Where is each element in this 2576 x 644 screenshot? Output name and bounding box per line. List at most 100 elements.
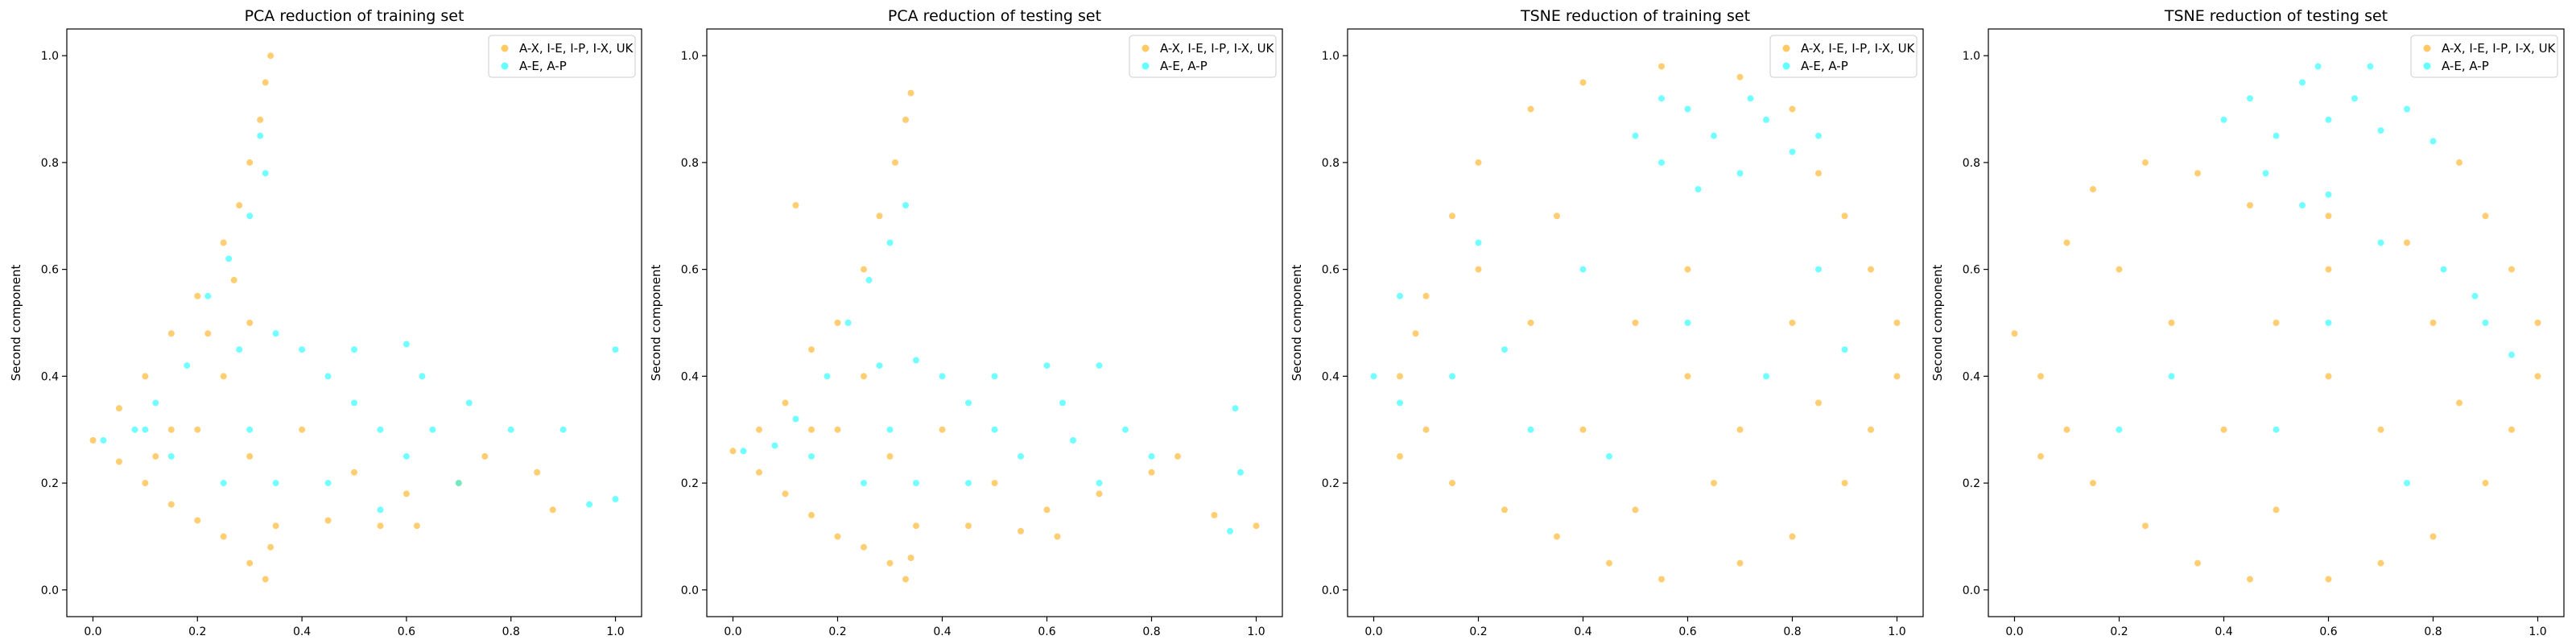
point-series2-18 — [1122, 426, 1129, 433]
x-tick-label: 0.0 — [84, 625, 101, 638]
point-series1-35 — [2456, 399, 2462, 407]
point-series1-16 — [907, 89, 914, 97]
y-tick-label: 1.0 — [1963, 50, 1980, 63]
point-series2-6 — [225, 255, 233, 262]
point-series2-12 — [324, 373, 332, 380]
point-series1-4 — [2194, 170, 2201, 177]
point-series2-14 — [1475, 239, 1482, 246]
legend: A-X, I-E, I-P, I-X, UK A-E, A-P — [1129, 35, 1277, 78]
point-series2-8 — [1658, 95, 1665, 102]
point-series2-12 — [2262, 170, 2269, 177]
point-series1-34 — [808, 426, 815, 433]
point-series2-10 — [2314, 63, 2322, 70]
point-series2-14 — [2325, 191, 2332, 198]
point-series1-28 — [351, 469, 357, 476]
point-series1-15 — [902, 116, 909, 123]
point-series1-10 — [220, 533, 227, 540]
point-series1-13 — [886, 559, 894, 567]
point-series1-29 — [2168, 320, 2175, 326]
point-series1-14 — [892, 159, 898, 166]
point-series2-2 — [771, 442, 778, 449]
point-series2-18 — [455, 480, 462, 487]
point-series2-3 — [152, 399, 159, 407]
point-series1-21 — [1501, 506, 1508, 514]
point-series1-20 — [886, 452, 894, 460]
point-series1-6 — [808, 511, 815, 518]
point-series1-31 — [481, 452, 489, 460]
point-series1-35 — [861, 373, 867, 380]
y-tick-label: 0.8 — [41, 157, 59, 170]
point-series2-11 — [2367, 63, 2374, 70]
point-series1-6 — [1658, 63, 1665, 70]
point-series1-28 — [1579, 426, 1587, 433]
point-series1-13 — [1893, 373, 1901, 380]
point-series2-20 — [507, 426, 514, 433]
point-series2-3 — [792, 415, 799, 423]
x-axis-label: First component — [946, 642, 1043, 644]
point-series1-31 — [1211, 511, 1218, 518]
point-series2-5 — [2325, 116, 2332, 123]
y-axis-label: Second component — [1290, 264, 1304, 381]
point-series1-18 — [2247, 576, 2253, 583]
point-series2-5 — [844, 320, 852, 326]
x-tick-label: 0.4 — [1574, 625, 1591, 638]
point-series2-33 — [402, 452, 410, 460]
point-series1-24 — [2011, 330, 2018, 337]
point-series2-7 — [1789, 148, 1796, 155]
point-series2-2 — [1658, 159, 1665, 166]
legend-marker — [501, 44, 509, 52]
point-series2-22 — [1237, 469, 1244, 476]
point-series1-2 — [1449, 213, 1455, 220]
point-series1-17 — [1736, 559, 1744, 567]
point-series2-10 — [272, 330, 279, 337]
point-series1-14 — [246, 159, 254, 166]
point-series1-7 — [1736, 73, 1744, 80]
point-series2-3 — [2273, 132, 2280, 139]
point-series1-17 — [902, 576, 909, 583]
y-tick-label: 0.6 — [681, 264, 699, 277]
point-series2-21 — [1232, 405, 1239, 412]
point-series1-38 — [1711, 480, 1717, 487]
point-series1-25 — [939, 426, 946, 433]
point-series1-25 — [2273, 320, 2280, 326]
point-series2-12 — [1370, 373, 1377, 380]
point-series1-1 — [2063, 239, 2070, 246]
scatter-points — [729, 89, 1260, 583]
point-series1-35 — [1397, 452, 1403, 460]
point-series1-20 — [2142, 522, 2149, 530]
legend-marker — [1782, 62, 1790, 70]
point-series1-28 — [1096, 490, 1103, 497]
subplot-4: 0.0 0.2 0.4 0.6 0.8 1.0 0.0 0.2 0.4 0.6 0.8 1.0 TSNE… — [1930, 7, 2565, 644]
point-series1-33 — [792, 202, 799, 208]
scatter-points — [89, 52, 619, 583]
legend-label: A-X, I-E, I-P, I-X, UK — [1801, 41, 1916, 56]
point-series1-2 — [2090, 186, 2096, 193]
x-axis-label: First component — [305, 642, 402, 644]
legend-box — [1129, 35, 1277, 78]
point-series2-3 — [1684, 105, 1691, 113]
chart-title: TSNE reduction of testing set — [2164, 7, 2388, 25]
point-series2-12 — [991, 426, 998, 433]
point-series2-9 — [913, 357, 919, 364]
legend: A-X, I-E, I-P, I-X, UK A-E, A-P — [2410, 35, 2558, 78]
x-tick-label: 1.0 — [2529, 625, 2546, 638]
point-series1-24 — [324, 517, 332, 524]
legend: A-X, I-E, I-P, I-X, UK A-E, A-P — [488, 35, 636, 78]
point-series1-24 — [1054, 533, 1061, 540]
point-series2-28 — [324, 480, 332, 487]
point-series1-1 — [89, 437, 97, 444]
point-series1-13 — [246, 559, 254, 567]
y-tick-label: 0.0 — [681, 584, 699, 597]
point-series1-26 — [2325, 373, 2332, 380]
point-series1-17 — [2325, 576, 2332, 583]
point-series1-1 — [729, 448, 737, 455]
x-tick-label: 1.0 — [606, 625, 624, 638]
point-series2-11 — [1815, 132, 1822, 139]
axes-frame — [706, 28, 1283, 617]
point-series1-15 — [1841, 480, 1848, 487]
point-series1-24 — [1397, 373, 1403, 380]
point-series1-38 — [246, 320, 254, 326]
point-series1-32 — [2116, 266, 2123, 273]
x-tick-label: 0.6 — [398, 625, 415, 638]
point-series2-25 — [220, 480, 227, 487]
